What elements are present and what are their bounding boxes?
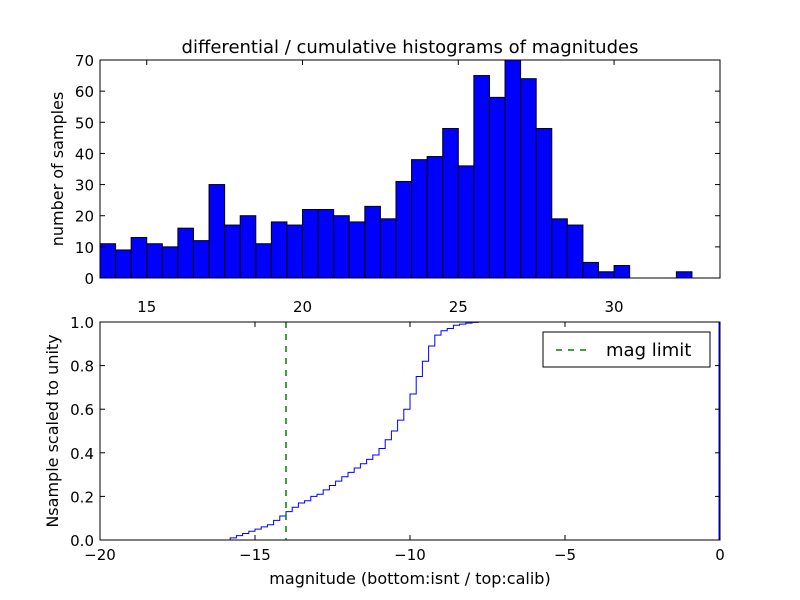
y-tick-label: 0.0 bbox=[70, 532, 94, 550]
y-tick-label: 30 bbox=[75, 177, 94, 195]
histogram-bar bbox=[473, 75, 490, 279]
x-tick-label: 25 bbox=[449, 298, 468, 316]
histogram-bar bbox=[270, 221, 288, 279]
histogram-y-axis-label: number of samples bbox=[48, 92, 67, 247]
histogram-bar bbox=[99, 243, 117, 279]
histogram-bar bbox=[457, 165, 475, 279]
histogram-bar bbox=[488, 96, 506, 279]
histogram-bar bbox=[613, 265, 631, 279]
histogram-bar bbox=[208, 184, 226, 279]
histogram-bar bbox=[317, 208, 335, 279]
x-tick-label: −20 bbox=[84, 546, 116, 564]
histogram-bar bbox=[426, 156, 444, 279]
x-tick-label: 20 bbox=[293, 298, 312, 316]
x-tick-label: −10 bbox=[394, 546, 426, 564]
y-tick-label: 0 bbox=[84, 270, 94, 288]
histogram-bar bbox=[520, 78, 537, 279]
y-tick-label: 10 bbox=[75, 239, 94, 257]
y-tick-label: 70 bbox=[75, 52, 94, 70]
y-tick-label: 0.2 bbox=[70, 488, 94, 506]
x-tick-label: −5 bbox=[554, 546, 576, 564]
histogram-bar bbox=[379, 218, 397, 279]
y-tick-label: 60 bbox=[75, 83, 94, 101]
histogram-bar bbox=[582, 261, 599, 279]
cumulative-axes: 0.0 0.2 0.4 0.6 0.8 1.0 −20 −15 −10 −5 0 bbox=[70, 314, 725, 564]
x-tick-label: 30 bbox=[605, 298, 624, 316]
histogram-bar bbox=[566, 224, 584, 279]
histogram-bar bbox=[535, 128, 553, 279]
y-tick-label: 40 bbox=[75, 145, 94, 163]
histogram-bar bbox=[192, 240, 210, 279]
chart-title: differential / cumulative histograms of … bbox=[182, 37, 639, 58]
histogram-bar bbox=[442, 128, 459, 279]
x-tick-label: 15 bbox=[137, 298, 156, 316]
y-tick-label: 1.0 bbox=[70, 314, 94, 332]
histogram-bar bbox=[364, 205, 381, 279]
histogram-bar bbox=[224, 224, 241, 279]
cumulative-y-axis-label: Nsample scaled to unity bbox=[43, 334, 62, 527]
histogram-bar bbox=[302, 208, 319, 279]
histogram-bar bbox=[130, 237, 148, 279]
histogram-bar bbox=[551, 218, 568, 279]
y-tick-label: 0.8 bbox=[70, 358, 94, 376]
histogram-bar bbox=[504, 59, 522, 279]
histogram-bar bbox=[286, 224, 304, 279]
legend-label-mag-limit: mag limit bbox=[606, 340, 691, 361]
histogram-panel: differential / cumulative histograms of … bbox=[48, 37, 721, 316]
y-tick-label: 0.4 bbox=[70, 445, 94, 463]
histogram-bar bbox=[333, 215, 350, 279]
histogram-plot-frame bbox=[99, 59, 721, 279]
histogram-bars bbox=[99, 59, 693, 279]
histogram-bar bbox=[255, 243, 272, 279]
legend: mag limit bbox=[542, 331, 711, 368]
histogram-bar bbox=[675, 271, 693, 279]
y-tick-label: 50 bbox=[75, 114, 94, 132]
y-tick-label: 0.6 bbox=[70, 401, 94, 419]
y-tick-label: 20 bbox=[75, 208, 94, 226]
cumulative-lines bbox=[100, 321, 720, 541]
histogram-bar bbox=[115, 249, 132, 279]
histogram-bar bbox=[395, 180, 413, 279]
histogram-bar bbox=[597, 271, 615, 279]
histogram-bar bbox=[348, 221, 366, 279]
x-tick-label: 0 bbox=[715, 546, 725, 564]
histogram-axes: 0 10 20 30 40 50 60 70 15 20 25 30 bbox=[75, 52, 720, 316]
histogram-bar bbox=[411, 159, 428, 279]
x-tick-label: −15 bbox=[239, 546, 271, 564]
histogram-bar bbox=[161, 246, 179, 279]
cumulative-x-axis-label: magnitude (bottom:isnt / top:calib) bbox=[269, 569, 550, 588]
histogram-bar bbox=[177, 227, 194, 279]
cumulative-step-line bbox=[100, 321, 720, 541]
histogram-bar bbox=[146, 243, 163, 279]
cumulative-panel: 0.0 0.2 0.4 0.6 0.8 1.0 −20 −15 −10 −5 0 magnitude… bbox=[43, 314, 725, 588]
histogram-bar bbox=[239, 215, 257, 279]
